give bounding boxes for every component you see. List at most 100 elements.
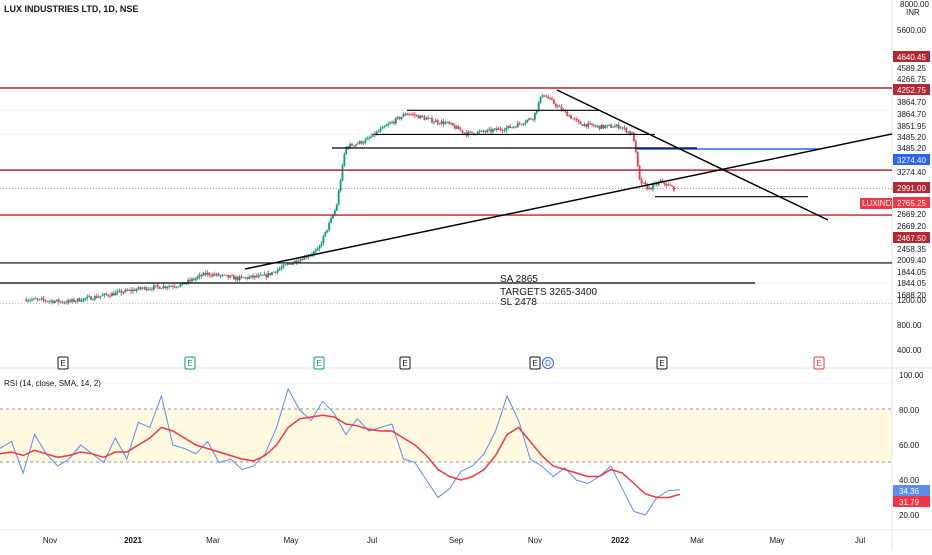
candle-body (215, 273, 218, 276)
price-pane[interactable] (0, 0, 892, 368)
price-badge-bg (893, 232, 930, 243)
earnings-marker-label: E (60, 359, 65, 368)
candle-body (511, 127, 513, 129)
price-badge: 2458.35 (897, 245, 926, 254)
candle-body (568, 115, 571, 117)
candle-body (276, 269, 279, 273)
earnings-marker[interactable] (656, 356, 668, 370)
candle-body (80, 301, 83, 303)
candle-body (476, 131, 479, 135)
earnings-marker[interactable] (399, 356, 411, 370)
candle-body (193, 278, 195, 280)
candle-body (364, 139, 367, 143)
candle-body (655, 183, 658, 185)
candle-body (467, 131, 470, 136)
candle-body (421, 115, 424, 117)
candle-body (473, 133, 475, 135)
candle-body (69, 300, 71, 302)
candle-body (634, 141, 637, 152)
time-tick: Nov (43, 536, 57, 545)
candle-body (314, 250, 317, 252)
candle-body (242, 276, 245, 278)
candle-body (638, 165, 641, 179)
candle-body (206, 272, 209, 275)
candle-body (627, 131, 630, 133)
candle-body (40, 298, 43, 300)
price-axis[interactable]: 4640.45 4589.25 4266.75 4252.75 3864.70 3864.… (893, 26, 930, 355)
earnings-marker[interactable] (313, 356, 325, 370)
candle-body (72, 299, 75, 302)
rising-trendline[interactable] (244, 133, 893, 270)
candle-body (356, 143, 359, 145)
candle-body (88, 296, 91, 298)
candle-body (250, 275, 252, 277)
earnings-marker[interactable] (529, 356, 541, 370)
candle-body (633, 132, 635, 142)
candle-body (307, 256, 310, 258)
candle-body (533, 112, 536, 120)
rsi-axis[interactable]: 100.00 80.00 60.00 40.00 20.00 34.36 31.79 (893, 371, 930, 520)
time-tick: May (283, 536, 298, 545)
candle-body (158, 286, 161, 289)
candle-body (160, 288, 163, 290)
candle-body (297, 261, 300, 263)
candle-body (265, 274, 268, 278)
falling-trendline[interactable] (556, 89, 829, 221)
candle-body (99, 296, 102, 297)
candle-body (375, 131, 378, 135)
candle-body (208, 272, 211, 276)
rsi-tick: 100.00 (899, 371, 924, 380)
candle-body (332, 214, 334, 219)
candle-body (549, 98, 552, 100)
candle-body (440, 121, 443, 124)
candle-body (385, 125, 388, 127)
candle-body (433, 121, 435, 123)
candle-body (379, 128, 382, 132)
candle-body (313, 251, 315, 255)
candle-body (322, 236, 325, 244)
annotation-stoploss[interactable]: SL 2478 (500, 297, 537, 308)
price-badge: 4589.25 (897, 64, 926, 73)
candle-body (503, 130, 506, 132)
earnings-marker[interactable] (184, 356, 196, 370)
annotation-targets[interactable]: TARGETS 3265-3400 (500, 287, 598, 298)
annotation-entry[interactable]: SA 2865 (500, 274, 538, 285)
candle-body (431, 117, 433, 123)
candle-body (587, 123, 590, 127)
price-badge: 2669.20 (897, 210, 926, 219)
candle-body (32, 298, 35, 300)
rsi-tick: 60.00 (899, 441, 920, 450)
candle-body (652, 184, 654, 190)
candle-body (61, 301, 64, 303)
candle-body (509, 125, 512, 128)
candle-body (442, 121, 445, 125)
candle-body (57, 299, 60, 303)
candle-body (200, 274, 203, 276)
time-axis[interactable]: Nov 2021 Mar May Jul Sep Nov 2022 Mar May Jul (43, 536, 865, 545)
earnings-marker[interactable] (813, 356, 825, 370)
candle-body (469, 131, 472, 133)
earnings-marker[interactable] (57, 356, 69, 370)
candle-body (240, 276, 243, 278)
candle-body (170, 286, 172, 287)
dividend-marker[interactable] (542, 357, 554, 369)
candle-body (492, 129, 494, 132)
candle-body (231, 275, 233, 277)
candle-body (227, 274, 230, 278)
candle-body (450, 123, 452, 125)
time-tick: Mar (206, 536, 220, 545)
rsi-value-bg (893, 496, 930, 507)
candle-body (612, 127, 614, 129)
candle-body (86, 296, 89, 299)
candle-body (463, 132, 466, 134)
candle-body (257, 275, 260, 277)
candle-body (263, 274, 266, 276)
candle-body (194, 278, 197, 280)
candle-body (139, 287, 142, 289)
candle-body (613, 126, 616, 128)
time-tick: Sep (449, 536, 464, 545)
candle-body (423, 116, 426, 120)
candle-body (118, 290, 121, 292)
candle-body (337, 191, 340, 205)
candle-body (663, 180, 666, 184)
